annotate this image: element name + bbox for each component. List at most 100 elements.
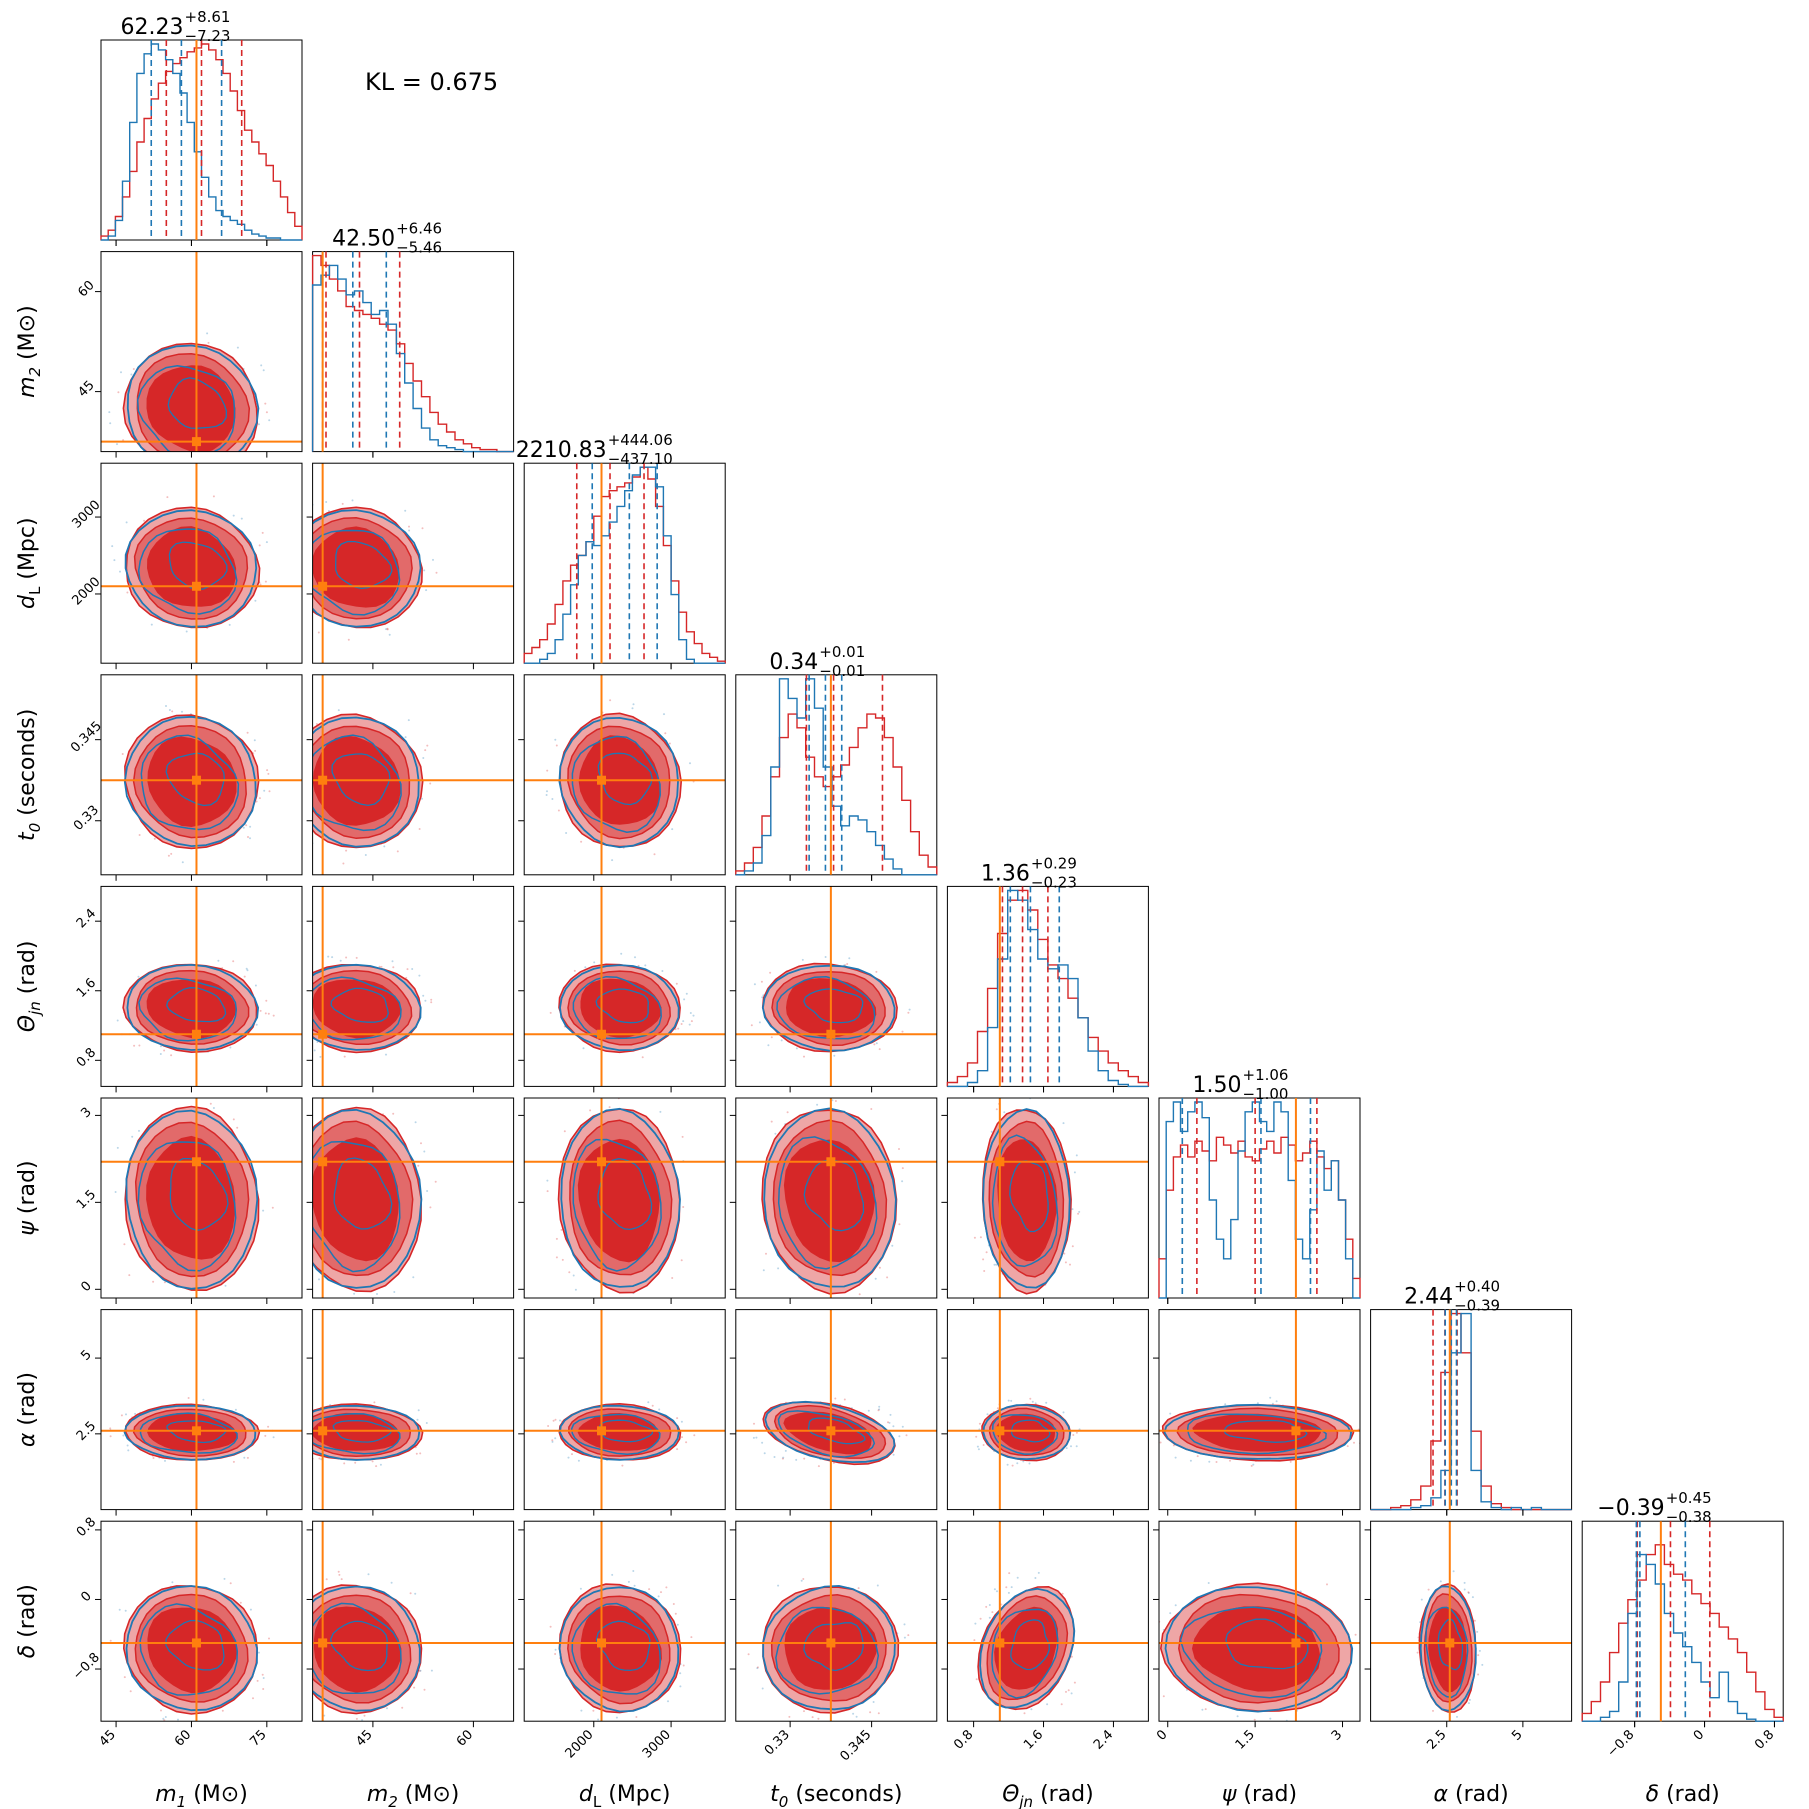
sample-point [197, 483, 199, 485]
panel-frame-psi-alpha [1158, 1309, 1361, 1511]
sample-point [109, 1639, 112, 1642]
sample-point [620, 952, 623, 955]
sample-point [685, 992, 688, 995]
sample-point [1070, 1445, 1072, 1448]
sample-point [1289, 1460, 1292, 1463]
sample-point [303, 1427, 305, 1429]
sample-point [177, 1718, 179, 1721]
sample-point [209, 1102, 212, 1105]
sample-point [295, 542, 297, 544]
sample-point [574, 1288, 577, 1291]
sample-point [659, 1110, 662, 1113]
panel-frame-t0-theta_jn [735, 885, 938, 1087]
axis-label-subscript: jn [26, 1001, 44, 1017]
sample-point [181, 861, 184, 864]
sample-point [295, 1433, 297, 1435]
sample-point [287, 540, 289, 542]
sample-point [254, 984, 257, 987]
sample-point [253, 739, 256, 742]
panel-content-dL-alpha [524, 1309, 726, 1510]
sample-point [758, 1021, 761, 1024]
sample-point [1463, 1581, 1466, 1584]
sample-point [887, 1421, 889, 1424]
sample-point [290, 1030, 292, 1032]
sample-point [982, 1444, 985, 1446]
sample-point [260, 364, 263, 367]
sample-point [1007, 1591, 1010, 1594]
truth-marker-m1-m2 [191, 437, 201, 447]
contour-mid-b [991, 1134, 1059, 1268]
title-plus-theta_jn: +0.29 [1031, 854, 1077, 872]
axis-label-symbol: α [15, 1432, 40, 1447]
sample-point [299, 1002, 301, 1004]
sample-point [1075, 1154, 1078, 1157]
contour-inner-b [1010, 1619, 1050, 1671]
sample-point [592, 1709, 595, 1712]
sample-point [635, 1716, 638, 1718]
sample-point [159, 1053, 162, 1055]
sample-point [294, 1438, 296, 1440]
x-tick-label-m2: 60 [454, 1727, 476, 1749]
kl-label: KL = 0.675 [365, 68, 498, 96]
sample-point [1174, 1604, 1177, 1607]
sample-point [254, 599, 257, 602]
scatter-panel-m2-psi [289, 1097, 515, 1299]
contour-inner-a [146, 365, 236, 452]
x-tick-label-psi: 1.5 [1233, 1727, 1258, 1752]
contour-mid-b [137, 1141, 237, 1272]
sample-point [221, 1709, 224, 1712]
sample-point [803, 1710, 805, 1713]
sample-point [1473, 1619, 1476, 1622]
contour-outer-b [312, 716, 420, 848]
sample-point [120, 1414, 123, 1417]
contour-mid-b [777, 1410, 876, 1458]
sample-point [993, 1588, 996, 1591]
sample-point [390, 1581, 393, 1584]
sample-point [817, 1717, 820, 1720]
sample-point [597, 1718, 600, 1721]
hist-frame-psi [1158, 1097, 1361, 1299]
title-plus-psi: +1.06 [1243, 1066, 1289, 1084]
sample-point [573, 969, 576, 972]
y-tick-label-t0: 0.345 [68, 719, 105, 756]
truth-marker-m2-t0 [318, 775, 328, 785]
sample-point [889, 1413, 892, 1416]
title-median-theta_jn: 1.36 [981, 861, 1030, 886]
hist-step-a-delta [1581, 1544, 1784, 1722]
hist-panel-dL [523, 462, 726, 664]
sample-point [307, 1676, 309, 1678]
sample-point [430, 998, 433, 1001]
sample-point [898, 1148, 900, 1150]
axis-label-symbol: δ [1646, 1782, 1659, 1807]
sample-point [351, 499, 354, 502]
truth-marker-t0-delta [826, 1638, 836, 1648]
sample-point [243, 1456, 246, 1459]
sample-point [288, 558, 290, 560]
sample-point [637, 964, 640, 967]
contour-inner-b [330, 987, 389, 1023]
contour-mid-b [312, 1412, 401, 1455]
sample-point [116, 1019, 119, 1022]
hist-frame-m2 [312, 251, 515, 453]
sample-point [627, 1580, 630, 1583]
sample-point [750, 1024, 753, 1027]
sample-point [404, 509, 407, 512]
sample-point [1439, 1580, 1442, 1583]
panel-content-m1-theta_jn [101, 886, 302, 1087]
sample-point [761, 1441, 764, 1444]
sample-point [1169, 1612, 1172, 1615]
panel-content-m2-dL [287, 463, 514, 664]
scatter-panel-t0-alpha [735, 1309, 938, 1511]
sample-point [892, 1453, 895, 1456]
panel-content-dL-delta [524, 1521, 726, 1722]
sample-point [289, 1227, 291, 1229]
x-tick-label-theta_jn: 2.4 [1091, 1727, 1116, 1752]
x-axis-label-t0: t0 (seconds) [770, 1782, 902, 1809]
panel-content-alpha-delta [1370, 1521, 1572, 1722]
sample-point [1353, 1441, 1355, 1444]
sample-point [264, 580, 267, 583]
sample-point [307, 1148, 309, 1150]
sample-point [232, 960, 235, 963]
sample-point [246, 731, 249, 734]
y-axis-label-dL: dL (Mpc) [15, 517, 44, 609]
